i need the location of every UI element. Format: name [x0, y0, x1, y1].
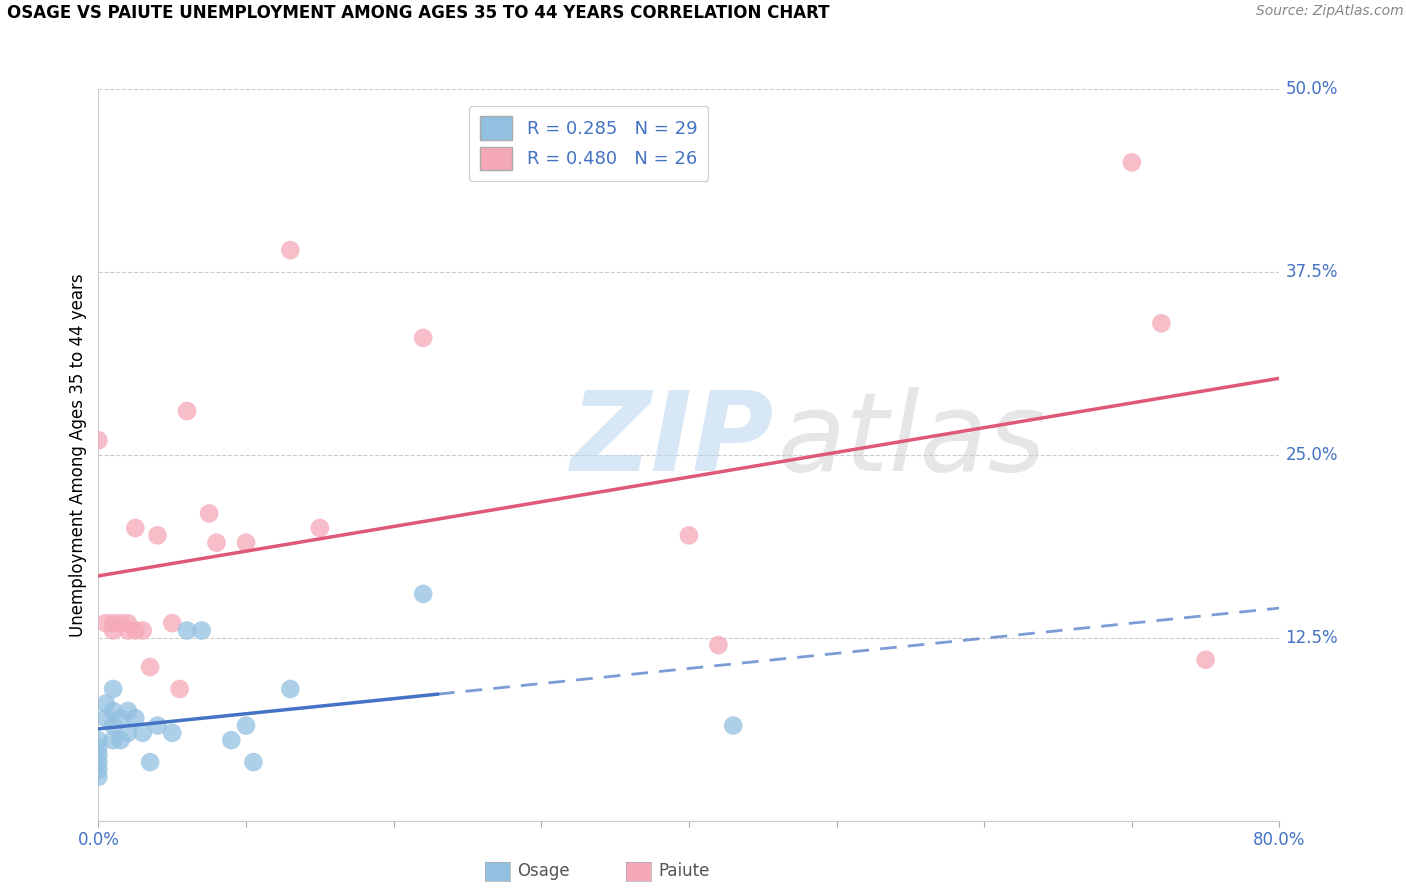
- Point: [87, 434, 110, 448]
- Point: [139, 660, 162, 674]
- Point: [87, 755, 110, 769]
- Point: [707, 638, 730, 652]
- Point: [278, 243, 302, 257]
- Point: [139, 755, 162, 769]
- Point: [103, 624, 125, 638]
- Point: [117, 704, 139, 718]
- Text: 12.5%: 12.5%: [1285, 629, 1339, 647]
- Point: [162, 616, 183, 631]
- Point: [132, 726, 155, 740]
- Text: Paiute: Paiute: [658, 863, 710, 880]
- Point: [103, 704, 125, 718]
- Text: 37.5%: 37.5%: [1285, 263, 1339, 281]
- Point: [198, 507, 221, 521]
- Point: [162, 726, 183, 740]
- Point: [87, 733, 110, 747]
- Point: [94, 711, 117, 725]
- Point: [94, 616, 117, 631]
- Point: [110, 711, 132, 725]
- Point: [235, 718, 257, 732]
- Point: [87, 770, 110, 784]
- Point: [309, 521, 332, 535]
- Point: [176, 404, 198, 418]
- Text: 50.0%: 50.0%: [1285, 80, 1337, 98]
- Point: [278, 681, 302, 696]
- Point: [103, 681, 125, 696]
- Point: [103, 616, 125, 631]
- Point: [412, 331, 434, 345]
- Point: [110, 616, 132, 631]
- Point: [110, 733, 132, 747]
- Point: [412, 587, 434, 601]
- Point: [235, 535, 257, 549]
- Text: Source: ZipAtlas.com: Source: ZipAtlas.com: [1256, 4, 1403, 19]
- Point: [176, 624, 198, 638]
- Text: atlas: atlas: [778, 387, 1046, 494]
- Point: [124, 521, 146, 535]
- Point: [242, 755, 264, 769]
- Legend: R = 0.285   N = 29, R = 0.480   N = 26: R = 0.285 N = 29, R = 0.480 N = 26: [470, 105, 709, 181]
- Text: OSAGE VS PAIUTE UNEMPLOYMENT AMONG AGES 35 TO 44 YEARS CORRELATION CHART: OSAGE VS PAIUTE UNEMPLOYMENT AMONG AGES …: [7, 4, 830, 22]
- Text: Osage: Osage: [517, 863, 569, 880]
- Point: [103, 733, 125, 747]
- Text: ZIP: ZIP: [571, 387, 775, 494]
- Point: [117, 726, 139, 740]
- Point: [87, 740, 110, 755]
- Point: [94, 697, 117, 711]
- Point: [205, 535, 228, 549]
- Point: [124, 624, 146, 638]
- Point: [1150, 316, 1173, 330]
- Point: [191, 624, 214, 638]
- Point: [117, 616, 139, 631]
- Point: [1121, 155, 1143, 169]
- Point: [146, 528, 169, 542]
- Point: [169, 681, 191, 696]
- Point: [721, 718, 744, 732]
- Point: [132, 624, 155, 638]
- Point: [103, 718, 125, 732]
- Y-axis label: Unemployment Among Ages 35 to 44 years: Unemployment Among Ages 35 to 44 years: [69, 273, 87, 637]
- Point: [146, 718, 169, 732]
- Point: [678, 528, 700, 542]
- Point: [87, 763, 110, 777]
- Point: [124, 711, 146, 725]
- Point: [219, 733, 242, 747]
- Text: 25.0%: 25.0%: [1285, 446, 1339, 464]
- Point: [87, 747, 110, 762]
- Point: [1195, 653, 1218, 667]
- Point: [117, 624, 139, 638]
